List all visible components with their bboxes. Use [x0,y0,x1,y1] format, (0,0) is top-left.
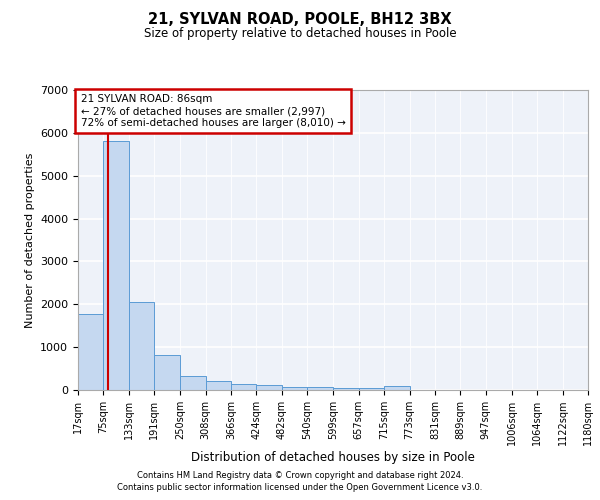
Y-axis label: Number of detached properties: Number of detached properties [25,152,35,328]
Text: 21, SYLVAN ROAD, POOLE, BH12 3BX: 21, SYLVAN ROAD, POOLE, BH12 3BX [148,12,452,28]
Text: 21 SYLVAN ROAD: 86sqm
← 27% of detached houses are smaller (2,997)
72% of semi-d: 21 SYLVAN ROAD: 86sqm ← 27% of detached … [80,94,346,128]
Bar [359,388,384,390]
Bar [154,355,180,390]
Bar [333,388,359,390]
Bar [129,302,154,390]
Bar [256,386,282,390]
Bar [206,380,231,390]
Bar [231,384,256,390]
Bar [180,376,206,390]
Text: Size of property relative to detached houses in Poole: Size of property relative to detached ho… [143,28,457,40]
Text: Contains public sector information licensed under the Open Government Licence v3: Contains public sector information licen… [118,484,482,492]
Bar [103,140,129,390]
Text: Contains HM Land Registry data © Crown copyright and database right 2024.: Contains HM Land Registry data © Crown c… [137,471,463,480]
X-axis label: Distribution of detached houses by size in Poole: Distribution of detached houses by size … [191,451,475,464]
Bar [307,388,333,390]
Bar [384,386,410,390]
Bar [282,386,307,390]
Bar [78,314,103,390]
